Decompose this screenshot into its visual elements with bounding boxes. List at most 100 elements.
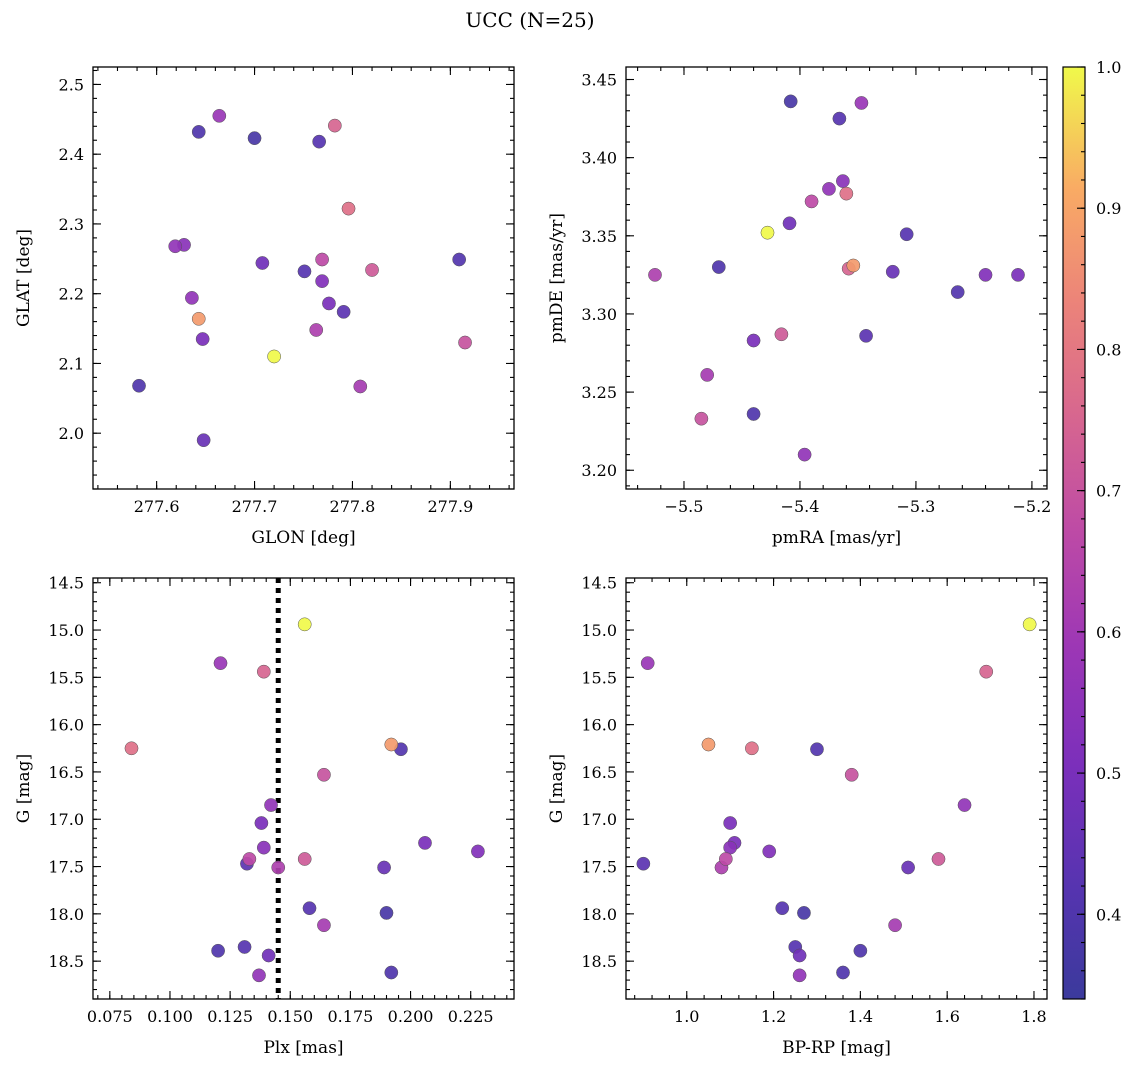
panel-glon-glat: 277.6 277.7 277.8 277.9 2.0 2.1 2.2 2.3 2.4 2.5 GL… bbox=[14, 66, 515, 548]
axes-frame bbox=[625, 66, 1048, 490]
data-point bbox=[782, 216, 797, 231]
x-tick-label: 0.175 bbox=[328, 1007, 374, 1026]
data-point bbox=[124, 741, 139, 756]
y-axis-label: G [mag] bbox=[547, 754, 567, 823]
axes-frame bbox=[625, 577, 1048, 1000]
data-point bbox=[317, 767, 331, 782]
data-point bbox=[247, 131, 262, 145]
data-point bbox=[196, 433, 211, 448]
data-point bbox=[384, 737, 399, 752]
x-tick-label: −5.5 bbox=[665, 497, 704, 516]
data-point bbox=[978, 268, 993, 282]
scatter-points bbox=[124, 617, 485, 983]
data-point bbox=[1022, 617, 1037, 632]
x-tick-label: 1.4 bbox=[848, 1007, 873, 1026]
x-tick-label: 277.9 bbox=[427, 497, 473, 516]
data-point bbox=[899, 227, 914, 242]
data-point bbox=[212, 108, 227, 123]
y-tick-label: 15.0 bbox=[581, 621, 617, 640]
x-axis-label: GLON [deg] bbox=[251, 528, 355, 548]
x-tick-label: 0.225 bbox=[448, 1007, 494, 1026]
y-tick-label: 18.0 bbox=[48, 905, 84, 924]
data-point bbox=[471, 844, 485, 859]
x-tick-label: 1.0 bbox=[674, 1007, 699, 1026]
figure-title: UCC (N=25) bbox=[465, 8, 594, 32]
x-tick-label: 0.200 bbox=[388, 1007, 434, 1026]
x-tick-label: 277.7 bbox=[232, 497, 278, 516]
data-point bbox=[309, 323, 324, 337]
data-point bbox=[957, 798, 972, 812]
ticks bbox=[626, 578, 1047, 1000]
data-point bbox=[701, 737, 716, 752]
y-tick-label: 3.40 bbox=[581, 149, 617, 168]
colorbar-tick-label: 0.6 bbox=[1096, 623, 1121, 642]
y-tick-label: 3.25 bbox=[581, 383, 617, 402]
data-point bbox=[774, 327, 789, 342]
data-point bbox=[336, 304, 351, 319]
data-point bbox=[775, 901, 790, 916]
x-tick-label: 277.6 bbox=[134, 497, 180, 516]
data-point bbox=[237, 940, 252, 954]
data-point bbox=[211, 943, 225, 958]
y-tick-label: 2.5 bbox=[59, 75, 84, 94]
data-point bbox=[168, 239, 183, 254]
data-point bbox=[640, 656, 655, 670]
data-point bbox=[379, 906, 394, 920]
y-tick-label: 18.0 bbox=[581, 905, 617, 924]
colorbar-tick-label: 0.8 bbox=[1096, 340, 1121, 359]
data-point bbox=[836, 965, 850, 980]
data-point bbox=[297, 852, 312, 866]
y-tick-label: 3.30 bbox=[581, 305, 617, 324]
data-point bbox=[718, 852, 733, 866]
x-axis-label: BP-RP [mag] bbox=[782, 1038, 891, 1058]
data-point bbox=[822, 182, 836, 196]
data-point bbox=[745, 741, 759, 756]
axes-frame bbox=[92, 577, 515, 1000]
data-point bbox=[185, 291, 199, 305]
data-point bbox=[853, 943, 868, 958]
y-tick-label: 17.0 bbox=[48, 810, 84, 829]
data-point bbox=[452, 252, 467, 267]
y-tick-label: 2.0 bbox=[59, 424, 84, 443]
data-point bbox=[846, 258, 861, 273]
y-tick-label: 16.0 bbox=[581, 716, 617, 735]
panel-pmra-pmde: −5.5 −5.4 −5.3 −5.2 3.20 3.25 3.30 3.35 3.40 3.45… bbox=[547, 66, 1051, 548]
data-point bbox=[254, 816, 269, 830]
x-tick-label: −5.4 bbox=[781, 497, 820, 516]
y-tick-label: 15.5 bbox=[581, 668, 617, 687]
y-tick-label: 17.0 bbox=[581, 810, 617, 829]
panel-bprp-g: 1.0 1.2 1.4 1.6 1.8 14.5 15.0 15.5 16.0 16.5 17.0 1… bbox=[547, 574, 1048, 1058]
y-tick-label: 17.5 bbox=[48, 858, 84, 877]
x-tick-label: 0.100 bbox=[147, 1007, 193, 1026]
scatter-points bbox=[648, 94, 1025, 462]
colorbar-tick-label: 0.7 bbox=[1096, 482, 1121, 501]
data-point bbox=[832, 111, 847, 126]
data-point bbox=[810, 742, 824, 757]
y-tick-label: 14.5 bbox=[581, 574, 617, 593]
data-point bbox=[302, 901, 317, 916]
data-point bbox=[255, 256, 270, 270]
y-axis-label: pmDE [mas/yr] bbox=[547, 213, 567, 343]
data-point bbox=[297, 617, 312, 632]
y-axis-label: G [mag] bbox=[14, 754, 34, 823]
data-point bbox=[267, 349, 281, 364]
y-tick-label: 2.3 bbox=[59, 215, 84, 234]
ticks bbox=[93, 67, 514, 490]
colorbar-gradient bbox=[1062, 66, 1086, 1000]
x-tick-label: −5.3 bbox=[897, 497, 936, 516]
data-point bbox=[885, 264, 900, 279]
data-point bbox=[859, 328, 873, 343]
axes-frame bbox=[92, 66, 515, 490]
y-tick-label: 2.2 bbox=[59, 285, 84, 304]
data-point bbox=[636, 856, 651, 871]
data-point bbox=[195, 332, 210, 346]
data-point bbox=[132, 378, 146, 393]
data-point bbox=[327, 118, 342, 133]
data-point bbox=[384, 965, 399, 980]
colorbar-tick-label: 0.4 bbox=[1096, 905, 1121, 924]
data-point bbox=[854, 96, 869, 110]
data-point bbox=[694, 411, 709, 426]
data-point bbox=[271, 860, 286, 875]
x-tick-label: 0.125 bbox=[207, 1007, 253, 1026]
data-point bbox=[315, 274, 329, 288]
